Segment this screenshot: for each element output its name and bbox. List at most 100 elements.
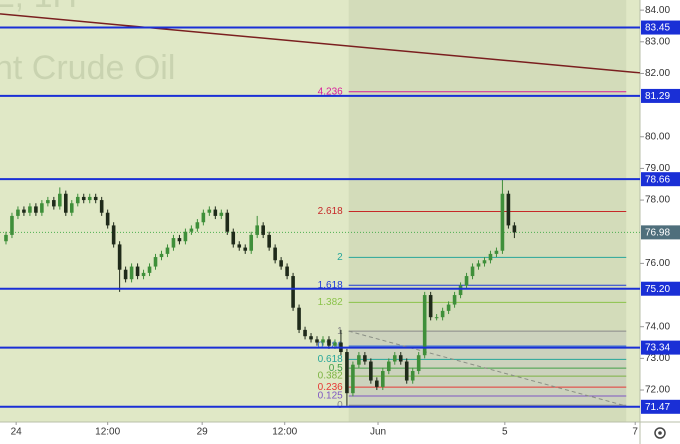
candle-body — [237, 244, 242, 248]
candle-body — [273, 247, 277, 261]
candle-body — [225, 212, 230, 232]
candle-body — [243, 247, 248, 251]
candle-body — [183, 231, 188, 242]
candle-body — [46, 200, 50, 204]
candle-body — [159, 253, 164, 258]
level-label-box — [641, 399, 680, 414]
candle-body — [255, 225, 259, 235]
candle-body — [213, 209, 218, 216]
candle-body — [58, 193, 62, 207]
candle-body — [171, 238, 176, 248]
candle-body — [476, 263, 481, 267]
candle-body — [345, 352, 349, 394]
candle-body — [470, 266, 475, 277]
x-tick-label: 12:00 — [95, 427, 120, 438]
fib-label: 0.382 — [318, 371, 343, 382]
candle-body — [512, 225, 517, 233]
candle-body — [351, 364, 355, 394]
y-tick-label: 84.00 — [645, 5, 670, 16]
level-label: 81.29 — [645, 91, 670, 102]
fib-label: 0.618 — [318, 354, 343, 365]
candle-body — [500, 193, 505, 251]
fib-label: 1.382 — [318, 297, 343, 308]
settings-button[interactable] — [650, 424, 670, 442]
level-label: 78.66 — [645, 174, 670, 185]
x-tick-label: 5 — [502, 427, 508, 438]
candle-body — [375, 380, 379, 387]
x-tick-label: 24 — [11, 427, 23, 438]
candle-body — [189, 228, 194, 232]
fib-label: 2.618 — [318, 206, 343, 217]
candle-body — [201, 212, 206, 223]
candle-body — [16, 209, 20, 216]
level-label-box — [641, 340, 680, 355]
fib-label: 2 — [337, 252, 343, 263]
trend-line — [0, 13, 641, 74]
fib-label: 0 — [337, 400, 343, 411]
candle-body — [446, 304, 451, 311]
candle-body — [93, 196, 98, 201]
y-tick-label: 76.00 — [645, 258, 670, 269]
candle-body — [363, 355, 367, 362]
candle-body — [177, 238, 182, 242]
candle-body — [81, 196, 86, 201]
candle-body — [303, 329, 307, 337]
candle-body — [506, 193, 511, 226]
candle-body — [10, 215, 14, 235]
candle-body — [381, 371, 385, 387]
fib-label: 0.236 — [318, 382, 343, 393]
y-tick-label: 72.00 — [645, 385, 670, 396]
candle-body — [123, 269, 128, 280]
candle-body — [4, 234, 8, 242]
candle-body — [369, 361, 373, 381]
x-tick-label: 7 — [632, 427, 638, 438]
y-tick-label: 80.00 — [645, 131, 670, 142]
candle-body — [28, 206, 32, 213]
candle-body — [147, 266, 152, 273]
y-tick-label: 82.00 — [645, 68, 670, 79]
candle-body — [404, 361, 409, 381]
candle-body — [279, 260, 283, 267]
candle-body — [440, 310, 445, 318]
candle-body — [165, 247, 170, 254]
candle-body — [309, 336, 313, 340]
candle-body — [285, 266, 289, 277]
y-tick-label: 78.00 — [645, 195, 670, 206]
candle-body — [34, 206, 38, 213]
fib-label: 1.618 — [318, 280, 343, 291]
candle-body — [153, 257, 158, 267]
candle-body — [428, 295, 433, 318]
candle-body — [75, 196, 80, 204]
candle-body — [261, 225, 265, 235]
y-tick-label: 73.00 — [645, 353, 670, 364]
fib-diagonal — [348, 330, 624, 406]
candle-body — [99, 200, 104, 213]
level-label-box — [641, 88, 680, 103]
candle-body — [249, 234, 254, 251]
level-label-box — [641, 20, 680, 35]
y-tick-label: 74.00 — [645, 321, 670, 332]
candle-body — [40, 203, 44, 213]
candle-body — [141, 272, 146, 277]
candle-body — [87, 196, 92, 201]
candle-body — [117, 244, 122, 270]
candle-body — [386, 361, 391, 372]
candle-body — [392, 355, 397, 362]
candle-body — [231, 231, 236, 245]
x-tick-label: 12:00 — [272, 427, 297, 438]
candle-body — [111, 225, 116, 245]
candle-body — [327, 339, 331, 346]
x-tick-label: 29 — [197, 427, 209, 438]
candle-body — [129, 266, 134, 280]
current-price-label: 76.98 — [645, 228, 670, 239]
candle-body — [135, 266, 140, 277]
candle-body — [63, 193, 68, 213]
candle-body — [488, 253, 493, 261]
candle-body — [315, 339, 319, 343]
candle-body — [398, 355, 403, 362]
level-label: 75.20 — [645, 284, 670, 295]
candle-body — [410, 371, 415, 381]
fib-label: 0.5 — [329, 363, 343, 374]
candle-body — [22, 209, 26, 213]
